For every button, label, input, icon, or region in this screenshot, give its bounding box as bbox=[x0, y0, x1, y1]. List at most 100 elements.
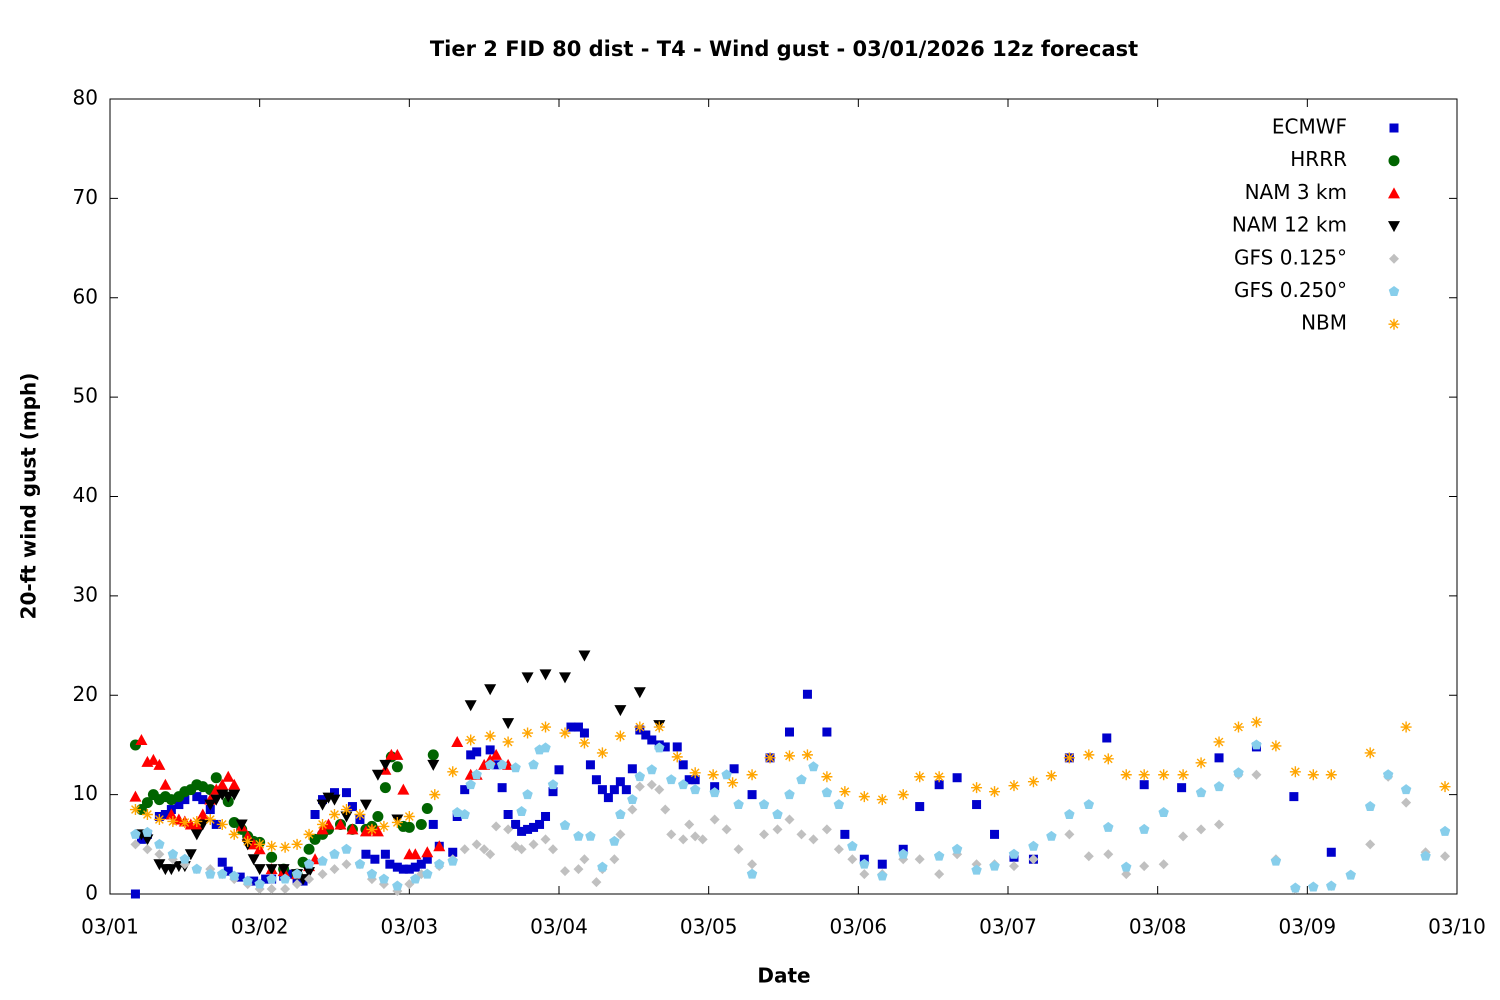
marker bbox=[528, 839, 539, 850]
marker bbox=[415, 818, 427, 830]
marker bbox=[952, 773, 962, 783]
marker bbox=[359, 799, 372, 811]
marker bbox=[503, 824, 514, 835]
marker bbox=[416, 859, 426, 869]
marker bbox=[678, 760, 688, 770]
marker bbox=[972, 800, 982, 810]
marker bbox=[391, 816, 403, 828]
marker bbox=[660, 804, 671, 815]
marker bbox=[429, 789, 441, 801]
marker bbox=[609, 835, 620, 846]
marker bbox=[1196, 824, 1207, 835]
marker bbox=[646, 779, 657, 790]
marker bbox=[385, 859, 395, 869]
marker bbox=[746, 769, 758, 781]
marker bbox=[303, 867, 316, 879]
marker bbox=[330, 788, 339, 798]
marker bbox=[341, 788, 351, 798]
marker bbox=[591, 877, 602, 888]
marker bbox=[1289, 792, 1299, 802]
marker bbox=[484, 730, 496, 742]
marker bbox=[329, 848, 340, 859]
marker bbox=[174, 800, 184, 810]
marker bbox=[1178, 831, 1189, 842]
marker bbox=[522, 789, 533, 800]
marker bbox=[147, 753, 160, 765]
marker bbox=[410, 873, 421, 884]
marker bbox=[772, 809, 783, 819]
marker bbox=[729, 764, 739, 774]
marker bbox=[1008, 861, 1019, 872]
marker bbox=[877, 870, 888, 881]
marker bbox=[179, 816, 191, 828]
marker bbox=[421, 846, 434, 858]
marker bbox=[666, 774, 677, 785]
marker bbox=[758, 799, 770, 810]
marker bbox=[621, 785, 631, 795]
marker bbox=[484, 684, 497, 696]
marker bbox=[266, 873, 277, 884]
marker bbox=[196, 819, 209, 831]
marker bbox=[502, 736, 514, 748]
legend-marker bbox=[1388, 187, 1400, 199]
marker bbox=[204, 813, 216, 825]
marker bbox=[448, 847, 458, 857]
legend-label: NAM 3 km bbox=[1245, 180, 1347, 204]
marker bbox=[1158, 859, 1169, 870]
marker bbox=[204, 799, 217, 811]
marker bbox=[1121, 869, 1132, 880]
marker bbox=[1064, 829, 1075, 840]
marker bbox=[130, 839, 141, 850]
marker bbox=[733, 844, 744, 855]
marker bbox=[303, 828, 315, 840]
marker bbox=[159, 778, 172, 790]
marker bbox=[366, 823, 378, 835]
marker bbox=[1083, 749, 1095, 761]
marker bbox=[216, 818, 228, 830]
marker bbox=[304, 874, 315, 885]
marker bbox=[615, 777, 625, 787]
marker bbox=[1250, 716, 1262, 728]
marker bbox=[840, 829, 850, 839]
marker bbox=[479, 844, 490, 855]
marker bbox=[403, 821, 415, 833]
marker bbox=[1028, 840, 1039, 851]
marker bbox=[528, 759, 539, 770]
marker bbox=[647, 735, 657, 745]
marker bbox=[627, 764, 637, 774]
marker bbox=[167, 815, 179, 827]
marker bbox=[153, 813, 165, 825]
marker bbox=[1326, 847, 1336, 857]
marker bbox=[427, 759, 440, 771]
marker bbox=[573, 722, 583, 732]
marker bbox=[1382, 769, 1394, 780]
marker bbox=[316, 799, 329, 811]
marker bbox=[285, 869, 295, 879]
marker bbox=[1139, 780, 1149, 790]
y-tick-label: 10 bbox=[73, 781, 98, 805]
marker bbox=[690, 775, 700, 785]
marker bbox=[404, 864, 414, 874]
marker bbox=[410, 862, 420, 872]
marker bbox=[764, 752, 776, 764]
marker bbox=[535, 819, 545, 829]
marker bbox=[135, 733, 148, 745]
marker bbox=[472, 747, 482, 757]
marker bbox=[653, 721, 665, 733]
marker bbox=[372, 810, 384, 822]
marker bbox=[129, 790, 142, 802]
marker bbox=[228, 778, 241, 790]
marker bbox=[759, 829, 770, 840]
y-tick-label: 50 bbox=[73, 384, 98, 408]
marker bbox=[1270, 855, 1282, 866]
marker bbox=[654, 784, 665, 795]
marker bbox=[1270, 740, 1282, 752]
marker bbox=[346, 823, 359, 835]
marker bbox=[1364, 801, 1376, 811]
marker bbox=[130, 889, 140, 899]
marker bbox=[317, 818, 329, 830]
marker bbox=[573, 864, 584, 875]
marker bbox=[266, 884, 277, 895]
marker bbox=[1364, 747, 1376, 759]
